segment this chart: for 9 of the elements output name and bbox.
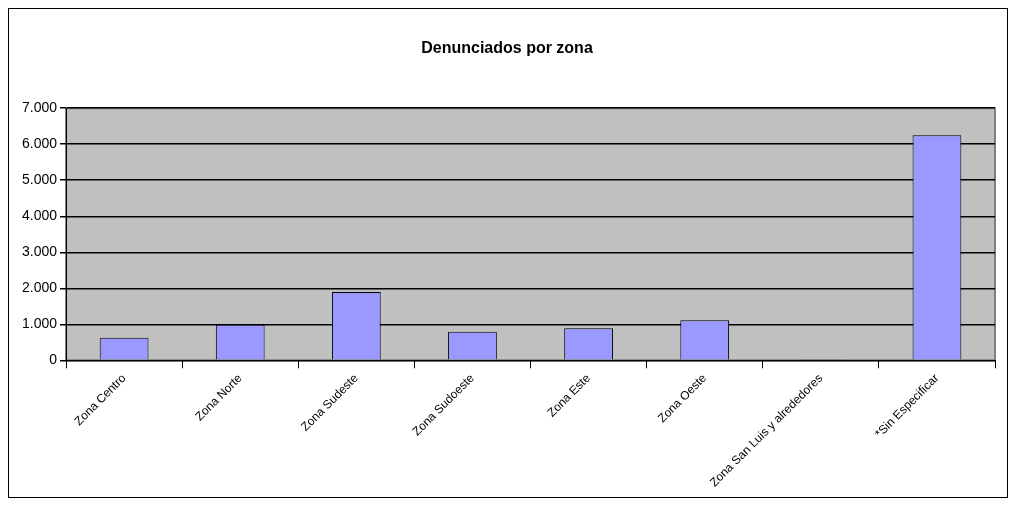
y-tick-label: 5.000 <box>21 171 58 188</box>
y-tick-label: 4.000 <box>21 207 58 224</box>
chart-title: Denunciados por zona <box>421 39 593 57</box>
y-tick-label: 7.000 <box>21 99 58 116</box>
y-tick-label: 1.000 <box>21 315 58 332</box>
y-tick-label: 0 <box>49 351 58 368</box>
y-tick-label: 6.000 <box>21 135 58 152</box>
y-tick-label: 2.000 <box>21 279 58 296</box>
y-tick-label: 3.000 <box>21 243 58 260</box>
